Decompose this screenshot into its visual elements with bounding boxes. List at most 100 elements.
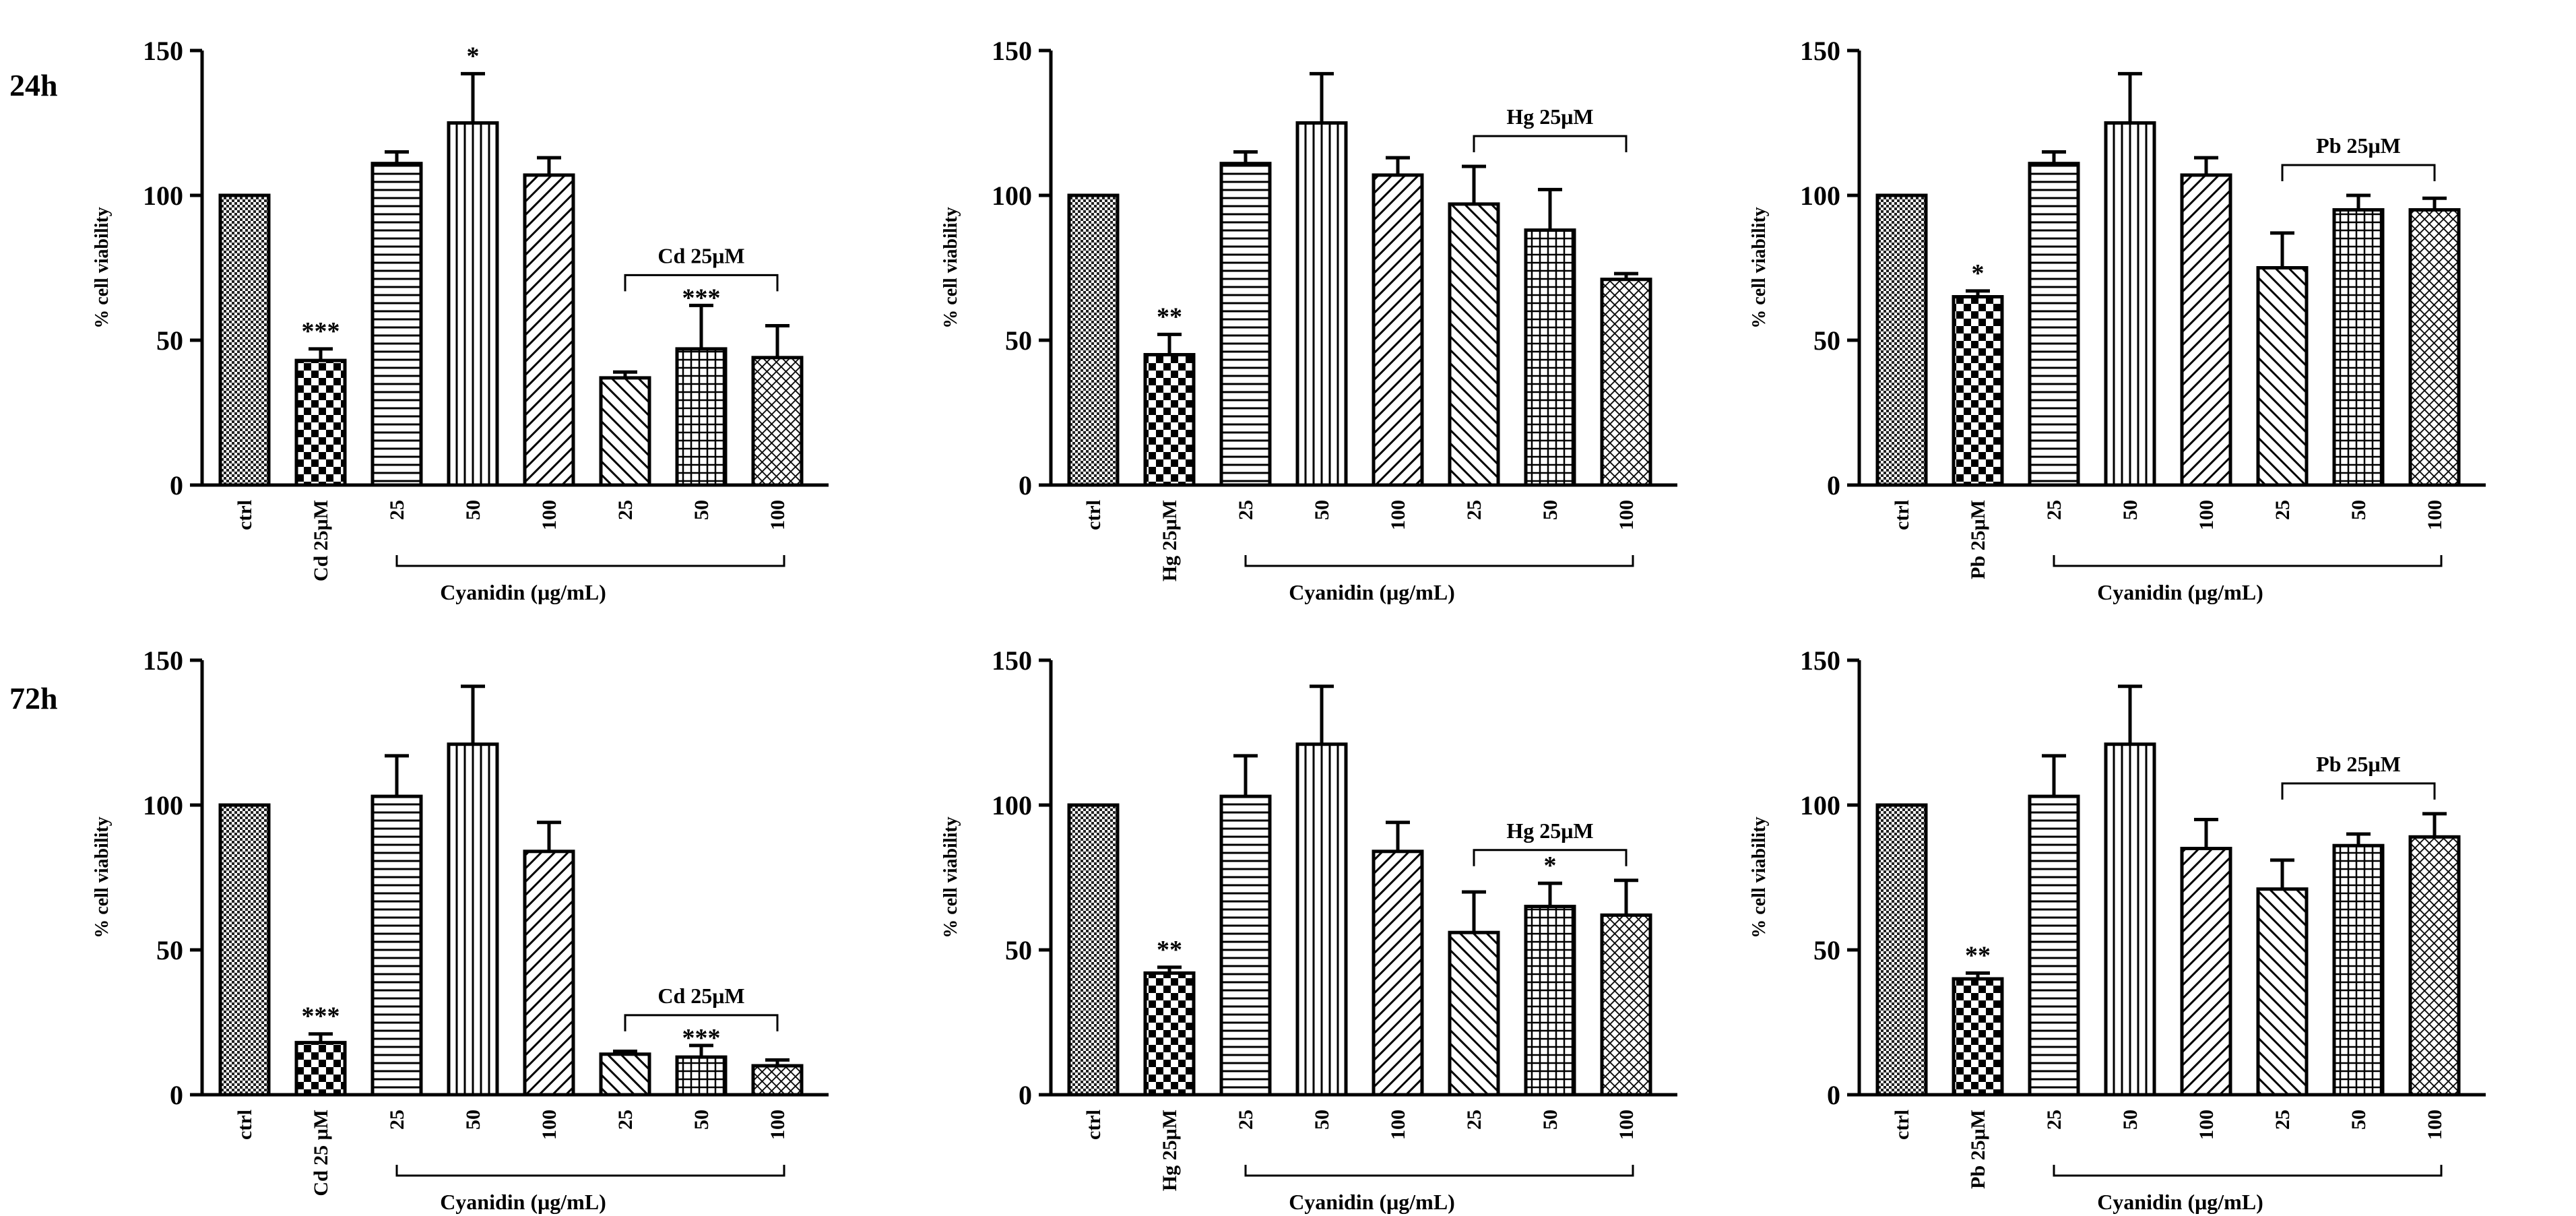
y-tick-label: 0 — [1019, 470, 1032, 501]
bar-4 — [2180, 173, 2232, 487]
category-label: 100 — [538, 500, 560, 530]
category-label: Pb 25μM — [1967, 500, 1989, 579]
y-axis-label: % cell viability — [92, 817, 112, 938]
bar-3 — [447, 742, 499, 1097]
category-label: 100 — [1615, 1110, 1638, 1140]
category-label: 25 — [2043, 1110, 2065, 1130]
bar-5 — [1448, 930, 1500, 1097]
bar-7 — [2408, 835, 2461, 1097]
y-axis-label: % cell viability — [940, 817, 961, 938]
category-label: 100 — [2424, 1110, 2446, 1140]
category-label: 25 — [2272, 500, 2294, 520]
bar-3 — [447, 121, 499, 487]
category-label: 100 — [1615, 500, 1638, 530]
bar-6 — [1524, 228, 1576, 487]
y-tick-label: 50 — [156, 935, 183, 965]
bar-4 — [523, 173, 575, 487]
chart-panel-72h-2: 0 50 100 150 % cell viability ctrl ** Hg 25μM 25… — [940, 645, 1677, 1214]
category-label: 25 — [614, 500, 637, 520]
bar-6 — [2332, 843, 2385, 1097]
category-label: 50 — [2348, 500, 2370, 520]
y-tick-label: 0 — [1827, 1080, 1840, 1110]
category-label: Pb 25μM — [1967, 1110, 1989, 1189]
treatment-bracket — [2281, 164, 2436, 181]
category-label: 50 — [2119, 1110, 2142, 1130]
bar-2 — [2028, 162, 2080, 487]
category-label: Cd 25μM — [310, 500, 332, 581]
y-tick-label: 50 — [156, 325, 183, 356]
bracket-significance-label: *** — [682, 1024, 721, 1052]
treatment-bracket-label: Cd 25μM — [657, 243, 744, 267]
row-label-24h: 24h — [9, 68, 58, 102]
cyanidin-bracket — [395, 555, 785, 567]
treatment-bracket-label: Pb 25μM — [2316, 133, 2401, 158]
bar-2 — [1219, 162, 1272, 487]
treatment-bracket — [2281, 782, 2436, 800]
y-tick-label: 100 — [1800, 181, 1840, 211]
y-tick-label: 0 — [170, 1080, 183, 1110]
bar-1 — [294, 358, 347, 487]
category-label: 25 — [614, 1110, 637, 1130]
treatment-bracket — [1473, 849, 1628, 866]
cyanidin-bracket — [2053, 1165, 2443, 1177]
category-label: Hg 25μM — [1159, 500, 1181, 581]
bar-6 — [675, 347, 728, 487]
chart-panel-24h-1: 0 50 100 150 % cell viability ctrl *** Cd 25μM 2… — [92, 36, 829, 604]
bar-5 — [2256, 266, 2309, 487]
treatment-bracket-label: Hg 25μM — [1506, 104, 1593, 129]
category-label: 25 — [386, 500, 408, 520]
category-label: 25 — [386, 1110, 408, 1130]
category-label: 50 — [1311, 500, 1333, 520]
y-tick-label: 150 — [1800, 645, 1840, 676]
y-tick-label: 100 — [143, 181, 183, 211]
chart-panel-24h-2: 0 50 100 150 % cell viability ctrl ** Hg 25μM 25… — [940, 36, 1677, 604]
treatment-bracket-label: Pb 25μM — [2316, 752, 2401, 776]
cyanidin-bracket — [1244, 555, 1634, 567]
y-tick-label: 0 — [170, 470, 183, 501]
category-label: 100 — [767, 1110, 789, 1140]
x-axis-label: Cyanidin (μg/mL) — [2097, 580, 2263, 604]
category-label: ctrl — [1891, 1110, 1913, 1140]
bracket-significance-label: *** — [682, 284, 721, 312]
category-label: ctrl — [234, 500, 256, 530]
bar-7 — [751, 1064, 804, 1097]
bar-0 — [218, 803, 271, 1097]
cyanidin-bracket — [2053, 555, 2443, 567]
treatment-bracket — [624, 274, 779, 292]
category-label: 50 — [1311, 1110, 1333, 1130]
bar-7 — [1600, 913, 1652, 1097]
bar-5 — [599, 376, 651, 487]
treatment-bracket-label: Cd 25μM — [657, 984, 744, 1008]
bar-5 — [2256, 887, 2309, 1097]
y-axis-label: % cell viability — [1749, 817, 1770, 938]
treatment-bracket — [1473, 135, 1628, 152]
bar-2 — [2028, 794, 2080, 1097]
significance-label: * — [1544, 852, 1557, 880]
y-tick-label: 100 — [1800, 790, 1840, 821]
y-tick-label: 50 — [1813, 935, 1840, 965]
x-axis-label: Cyanidin (μg/mL) — [440, 1190, 606, 1214]
category-label: 50 — [2119, 500, 2142, 520]
bar-2 — [371, 794, 423, 1097]
significance-label: ** — [1965, 941, 1991, 969]
bar-0 — [1875, 193, 1928, 487]
category-label: 25 — [1235, 1110, 1257, 1130]
bar-7 — [1600, 278, 1652, 487]
category-label: 100 — [1387, 1110, 1409, 1140]
category-label: 50 — [1539, 500, 1561, 520]
category-label: 25 — [1463, 500, 1485, 520]
category-label: Cd 25 μM — [310, 1110, 332, 1196]
category-label: 100 — [538, 1110, 560, 1140]
treatment-bracket — [624, 1014, 779, 1031]
significance-label: * — [1972, 259, 1985, 288]
bar-0 — [218, 193, 271, 487]
y-tick-label: 50 — [1813, 325, 1840, 356]
significance-label: *** — [302, 1002, 340, 1031]
chart-panel-72h-3: 0 50 100 150 % cell viability ctrl ** Pb 25μM 25… — [1749, 645, 2486, 1214]
category-label: 100 — [767, 500, 789, 530]
category-label: 25 — [1235, 500, 1257, 520]
x-axis-label: Cyanidin (μg/mL) — [1289, 1190, 1455, 1214]
significance-label: *** — [302, 317, 340, 346]
y-tick-label: 150 — [143, 645, 183, 676]
